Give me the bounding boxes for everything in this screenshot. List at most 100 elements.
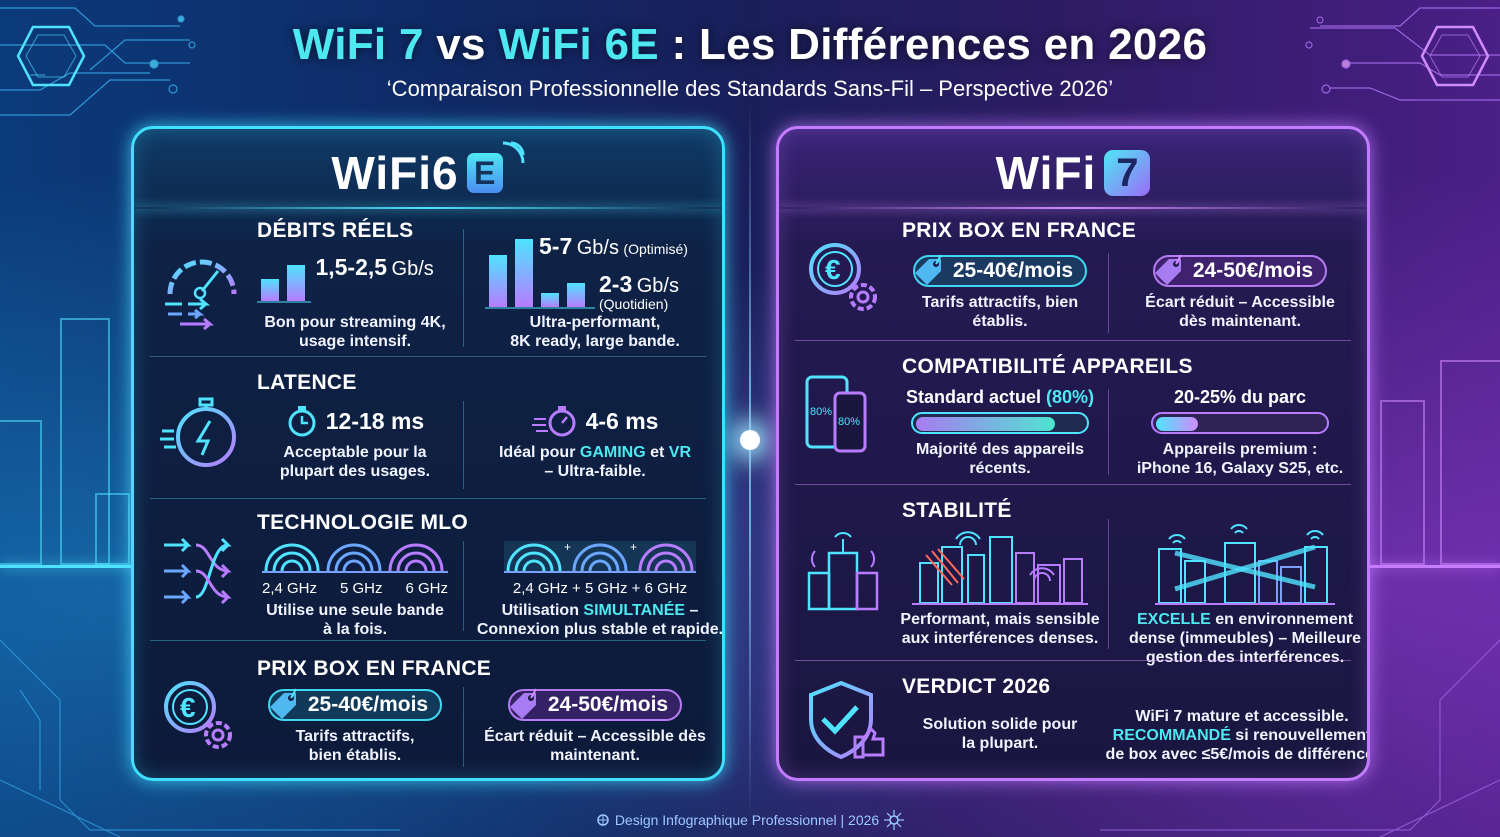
euro-symbol: € bbox=[825, 254, 841, 285]
compat-progress-bar-left bbox=[911, 412, 1089, 434]
shield-check-thumbs-up-icon bbox=[809, 680, 885, 760]
column-separator bbox=[1108, 253, 1109, 333]
wifi-signal-icon bbox=[502, 141, 525, 164]
progress-fill bbox=[1156, 417, 1198, 431]
desc-line: RECOMMANDÉ si renouvellement bbox=[1101, 726, 1370, 745]
label-text: Standard actuel bbox=[905, 387, 1047, 407]
title-wifi7: WiFi 7 bbox=[292, 20, 424, 69]
desc-text: Utilisation bbox=[501, 602, 584, 619]
desc-text: – bbox=[685, 602, 699, 619]
desc-line: usage intensif. bbox=[298, 333, 412, 350]
prix-right-col: 24-50€/mois Écart réduit – Accessible dè… bbox=[470, 688, 720, 765]
wifi6e-logo: WiFi6 E bbox=[134, 141, 722, 203]
title-vs: vs bbox=[423, 20, 499, 69]
desc-text: Idéal pour bbox=[498, 444, 580, 461]
band-arcs-combined-icon: + + bbox=[504, 540, 696, 573]
desc-line: aux interférences denses. bbox=[901, 630, 1099, 647]
desc-line: Idéal pour GAMING et VR bbox=[470, 443, 720, 462]
section-divider bbox=[795, 660, 1351, 661]
plus-sign: + bbox=[630, 541, 637, 554]
price-tag-icon bbox=[1154, 254, 1182, 285]
wifi7-logo: WiFi 7 bbox=[779, 143, 1367, 203]
desc-line: Tarifs attractifs, bbox=[295, 728, 415, 745]
city-building-decoration bbox=[95, 493, 130, 565]
desc-line: Performant, mais sensible bbox=[900, 611, 1100, 628]
compat-left-label: Standard actuel (80%) bbox=[895, 387, 1105, 408]
desc-line: établis. bbox=[972, 313, 1028, 330]
prix-left-col: 25-40€/mois Tarifs attractifs, bien étab… bbox=[895, 254, 1105, 331]
desc-line: dense (immeubles) – Meilleure bbox=[1128, 630, 1362, 647]
price-value: 25-40€/mois bbox=[952, 259, 1074, 282]
debits-right-desc: Ultra-performant, 8K ready, large bande. bbox=[470, 313, 720, 351]
hexagon-decoration-right bbox=[1420, 25, 1490, 87]
price-value: 24-50€/mois bbox=[1192, 259, 1314, 282]
desc-line: la plupart. bbox=[961, 735, 1039, 752]
plus-sign: + bbox=[564, 541, 571, 554]
desc-line: récents. bbox=[969, 460, 1031, 477]
desc-text: si renouvellement bbox=[1230, 727, 1370, 744]
desc-line: WiFi 7 mature et accessible. bbox=[1135, 708, 1349, 725]
section-divider bbox=[150, 640, 706, 641]
desc-text: en environnement bbox=[1210, 611, 1354, 628]
column-separator bbox=[463, 541, 464, 631]
compat-left-col: Standard actuel (80%) Majorité des appar… bbox=[895, 387, 1105, 478]
bar-chart-large-icon bbox=[485, 239, 595, 309]
euro-symbol: € bbox=[180, 692, 196, 723]
highlight-recommande: RECOMMANDÉ bbox=[1112, 727, 1231, 744]
debit-unit: Gb/s bbox=[636, 275, 679, 297]
fast-timer-icon bbox=[531, 406, 576, 437]
section-verdict: VERDICT 2026 Solution solide pour la plu… bbox=[795, 665, 1367, 778]
price-value: 25-40€/mois bbox=[307, 693, 429, 716]
section-stabilite: STABILITÉ Performant, mais sensible aux … bbox=[795, 489, 1361, 666]
title-wifi6e: WiFi 6E bbox=[498, 20, 659, 69]
desc-line: plupart des usages. bbox=[279, 463, 431, 480]
price-tag-icon bbox=[509, 688, 537, 719]
column-separator bbox=[1108, 389, 1109, 475]
highlight-vr: VR bbox=[668, 444, 692, 461]
column-separator bbox=[463, 687, 464, 767]
footer-text: Design Infographique Professionnel | 202… bbox=[614, 812, 880, 828]
timer-icon bbox=[288, 406, 316, 437]
desc-line: Écart réduit – Accessible bbox=[1145, 294, 1335, 311]
section-prix-6e: € PRIX BOX EN FRANCE 25-40€/mois Tarifs … bbox=[150, 647, 706, 777]
city-building-decoration bbox=[1440, 360, 1500, 565]
center-light-flare bbox=[740, 430, 760, 450]
column-separator bbox=[1108, 519, 1109, 649]
debits-right-col: 5-7 Gb/s (Optimisé) 2-3 Gb/s (Quotidien) bbox=[485, 233, 715, 313]
city-building-decoration bbox=[0, 420, 42, 565]
speedometer-icon bbox=[165, 259, 237, 331]
verdict-left-col: Solution solide pour la plupart. bbox=[895, 715, 1105, 753]
wifi7-logo-text: WiFi bbox=[995, 147, 1097, 199]
section-latence: LATENCE 12-18 ms Acceptable pour la plup… bbox=[150, 361, 706, 499]
section-divider bbox=[795, 484, 1351, 485]
wifi6e-logo-text: WiFi6 bbox=[331, 147, 459, 199]
horizon-line-left bbox=[0, 565, 140, 568]
logo-divider bbox=[779, 207, 1367, 209]
debit-value-7-daily: 2-3 bbox=[599, 271, 633, 297]
section-divider bbox=[150, 498, 706, 499]
column-separator bbox=[463, 229, 464, 347]
band-label: 2,4 GHz bbox=[262, 580, 318, 597]
section-divider bbox=[795, 340, 1351, 341]
section-title: LATENCE bbox=[257, 371, 357, 394]
band-labels: 2,4 GHz 5 GHz 6 GHz bbox=[262, 580, 448, 597]
band-label: 6 GHz bbox=[405, 580, 448, 597]
latence-left-col: 12-18 ms Acceptable pour la plupart des … bbox=[250, 405, 460, 481]
city-building-decoration bbox=[60, 318, 110, 565]
section-title: TECHNOLOGIE MLO bbox=[257, 511, 468, 534]
prix-left-col: 25-40€/mois Tarifs attractifs, bien étab… bbox=[250, 688, 460, 765]
desc-line: Utilise une seule bande bbox=[266, 602, 444, 619]
desc-line: Appareils premium : bbox=[1162, 441, 1318, 458]
smartphones-icon: 80% 80% bbox=[805, 375, 867, 453]
debits-left-desc: Bon pour streaming 4K, usage intensif. bbox=[250, 313, 460, 351]
section-title: COMPATIBILITÉ APPAREILS bbox=[902, 355, 1193, 378]
debit-value-6e: 1,5-2,5 bbox=[315, 254, 388, 280]
bar-chart-icon bbox=[257, 265, 311, 303]
city-mlo-illustration bbox=[1155, 524, 1335, 605]
desc-line: de box avec ≤5€/mois de différence. bbox=[1105, 746, 1370, 763]
city-building-decoration bbox=[1380, 400, 1425, 565]
desc-line: Solution solide pour bbox=[922, 716, 1078, 733]
mlo-right-col: + + 2,4 GHz + 5 GHz + 6 GHz Utilisation … bbox=[470, 540, 722, 639]
wifi6e-panel: WiFi6 E DÉBITS RÉELS 1,5-2,5 bbox=[131, 126, 725, 781]
highlight-gaming: GAMING bbox=[579, 444, 646, 461]
